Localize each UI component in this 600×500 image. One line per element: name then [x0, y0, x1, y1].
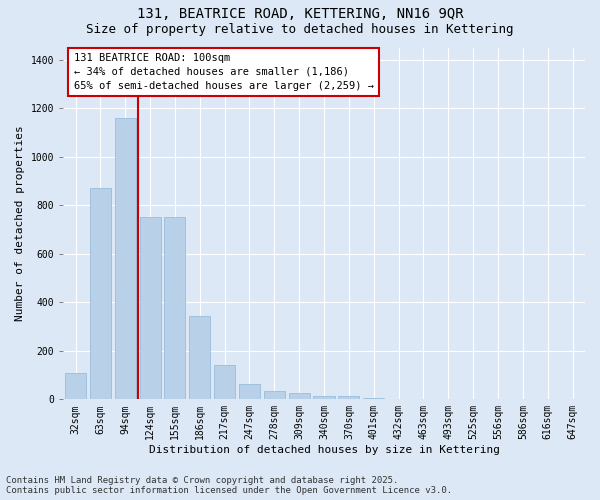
Bar — [189, 316, 211, 400]
Bar — [338, 396, 359, 400]
Bar — [90, 188, 111, 400]
Bar — [214, 366, 235, 400]
Bar — [140, 218, 161, 400]
Bar — [115, 118, 136, 400]
Bar — [363, 398, 385, 400]
Bar — [239, 384, 260, 400]
Text: Contains HM Land Registry data © Crown copyright and database right 2025.
Contai: Contains HM Land Registry data © Crown c… — [6, 476, 452, 495]
Bar — [289, 394, 310, 400]
Text: 131, BEATRICE ROAD, KETTERING, NN16 9QR: 131, BEATRICE ROAD, KETTERING, NN16 9QR — [137, 8, 463, 22]
Bar — [264, 391, 285, 400]
Bar — [313, 396, 335, 400]
Bar — [65, 372, 86, 400]
Bar — [164, 218, 185, 400]
Text: 131 BEATRICE ROAD: 100sqm
← 34% of detached houses are smaller (1,186)
65% of se: 131 BEATRICE ROAD: 100sqm ← 34% of detac… — [74, 53, 374, 91]
X-axis label: Distribution of detached houses by size in Kettering: Distribution of detached houses by size … — [149, 445, 500, 455]
Text: Size of property relative to detached houses in Kettering: Size of property relative to detached ho… — [86, 22, 514, 36]
Y-axis label: Number of detached properties: Number of detached properties — [15, 126, 25, 322]
